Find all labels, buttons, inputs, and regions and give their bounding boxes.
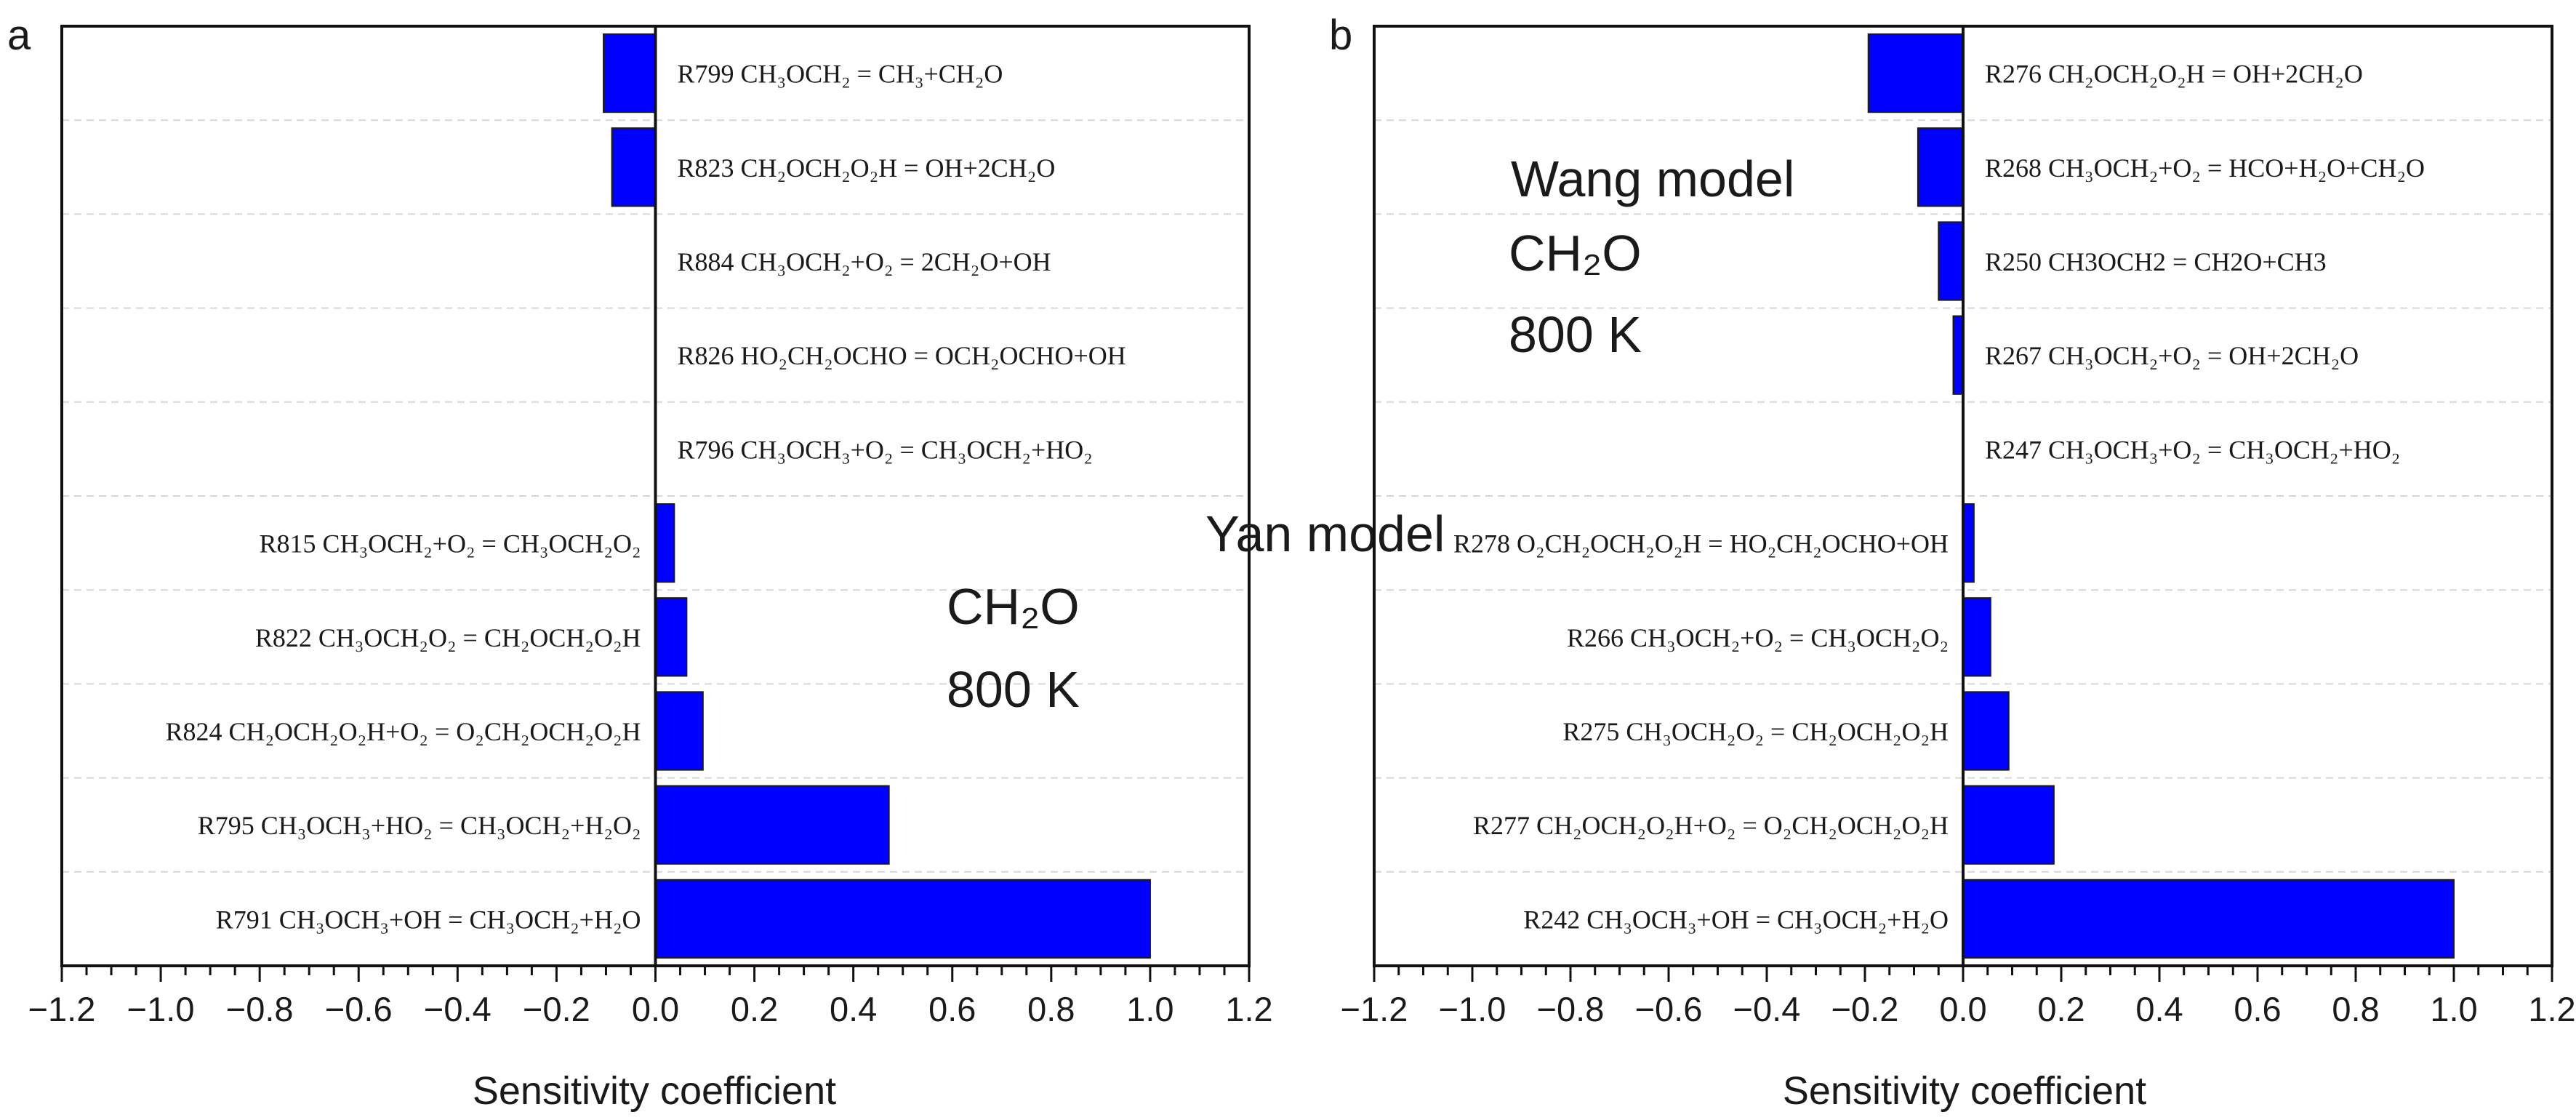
category-label-r799: R799 CH₃OCH₂ = CH₃+CH₂O	[678, 60, 1003, 89]
category-label-r266: R266 CH₃OCH₂+O₂ = CH₃OCH₂O₂	[1567, 623, 1949, 652]
panel-b-chart: b −1.2 −1.0 −0.8 −0.6 −0.4 −0.2 0.0 0.2 0.4 0.6 0.…	[1329, 12, 2576, 1113]
x-tick-label: −0.8	[1537, 990, 1605, 1028]
bar-r822	[654, 597, 688, 677]
x-tick-label: 0.6	[928, 990, 976, 1028]
bar-r823	[611, 127, 657, 207]
bar-r267	[1952, 315, 1964, 395]
x-tick-label: 0.0	[1939, 990, 1986, 1028]
x-tick-label: −0.4	[1733, 990, 1801, 1028]
x-tick-label: −0.4	[424, 990, 491, 1028]
bar-r824	[654, 691, 704, 771]
x-tick-label: −0.8	[226, 990, 294, 1028]
category-label-r791: R791 CH₃OCH₃+OH = CH₃OCH₂+H₂O	[216, 905, 641, 934]
bar-r242	[1962, 879, 2455, 959]
bar-r268	[1917, 127, 1964, 207]
bar-r266	[1962, 597, 1991, 677]
panel-a-annotation-temperature: 800 K	[947, 661, 1080, 718]
category-label-r276: R276 CH₂OCH₂O₂H = OH+2CH₂O	[1985, 60, 2363, 89]
bar-r250	[1938, 221, 1964, 301]
category-label-r826: R826 HO₂CH₂OCHO = OCH₂OCHO+OH	[678, 341, 1126, 370]
panel-b-annotation-model: Wang model	[1511, 151, 1794, 207]
x-tick-label: 0.8	[2332, 990, 2379, 1028]
bar-r795	[654, 785, 890, 865]
panel-a-label: a	[7, 12, 31, 59]
panel-a-chart: a −1.2 −1.0 −0.8 −0.6 −0.4 −0.2 0.0 0.2 0.4 0.6 0.…	[7, 12, 1445, 1113]
x-tick-label: 1.2	[2528, 990, 2575, 1028]
panel-b-bars	[1867, 33, 2455, 959]
category-label-r815: R815 CH₃OCH₂+O₂ = CH₃OCH₂O₂	[260, 529, 641, 559]
x-tick-label: −0.2	[523, 990, 590, 1028]
panel-b-x-axis-title: Sensitivity coefficient	[1783, 1069, 2146, 1113]
x-tick-label: 1.0	[2430, 990, 2477, 1028]
x-tick-label: −1.2	[28, 990, 96, 1028]
panel-b-x-axis: −1.2 −1.0 −0.8 −0.6 −0.4 −0.2 0.0 0.2 0.4 0.6 0.8 1…	[1341, 966, 2576, 1028]
category-label-r795: R795 CH₃OCH₃+HO₂ = CH₃OCH₂+H₂O₂	[198, 811, 641, 840]
category-label-r278: R278 O₂CH₂OCH₂O₂H = HO₂CH₂OCHO+OH	[1453, 529, 1949, 559]
panel-a-x-axis: −1.2 −1.0 −0.8 −0.6 −0.4 −0.2 0.0 0.2 0.4 0.6 0.8 1…	[28, 966, 1273, 1028]
x-tick-label: 1.0	[1126, 990, 1173, 1028]
category-label-r824: R824 CH₂OCH₂O₂H+O₂ = O₂CH₂OCH₂O₂H	[165, 717, 641, 746]
category-label-r250: R250 CH3OCH2 = CH2O+CH3	[1985, 247, 2327, 276]
category-label-r884: R884 CH₃OCH₂+O₂ = 2CH₂O+OH	[678, 247, 1051, 276]
bar-r277	[1962, 785, 2055, 865]
category-label-r268: R268 CH₃OCH₂+O₂ = HCO+H₂O+CH₂O	[1985, 153, 2425, 183]
panel-b-gridlines	[1374, 119, 2552, 873]
category-label-r242: R242 CH₃OCH₃+OH = CH₃OCH₂+H₂O	[1523, 905, 1949, 934]
x-tick-label: 0.4	[830, 990, 877, 1028]
x-tick-label: 0.8	[1027, 990, 1075, 1028]
x-tick-label: 0.4	[2135, 990, 2183, 1028]
bar-r275	[1962, 691, 2010, 771]
x-tick-label: 0.2	[731, 990, 778, 1028]
category-label-r275: R275 CH₃OCH₂O₂ = CH₂OCH₂O₂H	[1562, 717, 1949, 746]
panel-b-label: b	[1329, 12, 1352, 59]
category-label-r796: R796 CH₃OCH₃+O₂ = CH₃OCH₂+HO₂	[678, 435, 1093, 464]
panel-b-category-labels: R276 CH₂OCH₂O₂H = OH+2CH₂O R268 CH₃OCH₂+O…	[1453, 60, 2425, 935]
panel-b-annotation-species: CH₂O	[1509, 225, 1642, 281]
category-label-r247: R247 CH₃OCH₃+O₂ = CH₃OCH₂+HO₂	[1985, 435, 2400, 464]
bar-r799	[603, 33, 657, 113]
x-tick-label: 0.2	[2037, 990, 2085, 1028]
x-tick-label: −1.0	[1439, 990, 1506, 1028]
x-tick-label: −1.0	[127, 990, 195, 1028]
bar-r276	[1867, 33, 1965, 113]
x-tick-label: 0.0	[632, 990, 679, 1028]
x-tick-label: −1.2	[1341, 990, 1408, 1028]
panel-a-annotation-species: CH₂O	[947, 578, 1080, 635]
bar-r815	[654, 503, 675, 583]
panel-a-annotation-model: Yan model	[1205, 505, 1445, 562]
panel-a-category-labels: R799 CH₃OCH₂ = CH₃+CH₂O R823 CH₂OCH₂O₂H =…	[165, 60, 1126, 935]
category-label-r267: R267 CH₃OCH₂+O₂ = OH+2CH₂O	[1985, 341, 2359, 370]
x-tick-label: −0.6	[325, 990, 393, 1028]
panel-b-annotation-temperature: 800 K	[1509, 306, 1642, 363]
panel-a-x-axis-title: Sensitivity coefficient	[473, 1069, 836, 1113]
category-label-r277: R277 CH₂OCH₂O₂H+O₂ = O₂CH₂OCH₂O₂H	[1473, 811, 1949, 840]
x-tick-label: 1.2	[1225, 990, 1272, 1028]
x-tick-label: −0.6	[1635, 990, 1703, 1028]
category-label-r822: R822 CH₃OCH₂O₂ = CH₂OCH₂O₂H	[255, 623, 641, 652]
x-tick-label: −0.2	[1831, 990, 1899, 1028]
bar-r278	[1962, 503, 1975, 583]
bar-r791	[654, 879, 1151, 959]
category-label-r823: R823 CH₂OCH₂O₂H = OH+2CH₂O	[678, 153, 1056, 183]
x-tick-label: 0.6	[2234, 990, 2281, 1028]
